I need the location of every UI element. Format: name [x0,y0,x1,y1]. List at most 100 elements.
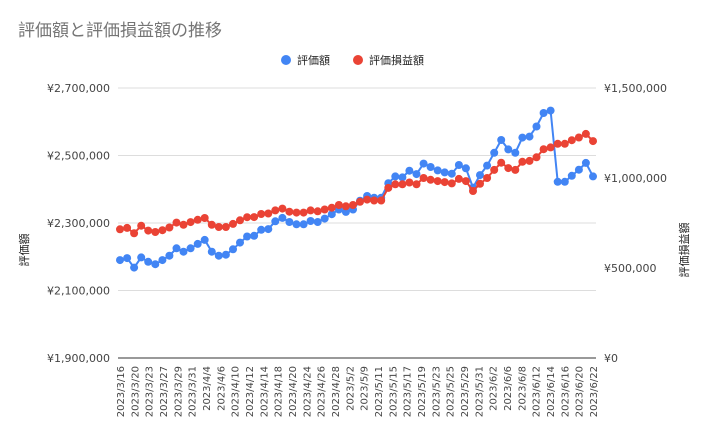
left-tick-label: ¥2,300,000 [47,217,110,230]
data-point [278,204,287,213]
data-point [461,164,470,173]
right-tick-label: ¥1,000,000 [604,172,667,185]
x-tick-label: 2023/6/20 [575,366,586,417]
x-tick-label: 2023/6/14 [546,366,557,417]
legend-label-評価額: 評価額 [297,53,330,67]
data-point [447,179,456,188]
data-point [483,161,492,170]
data-point [567,136,576,145]
data-point [490,165,499,174]
data-point [214,223,223,231]
data-point [426,175,435,184]
data-point [412,170,421,179]
data-point [236,216,244,225]
data-point [327,210,336,219]
data-point [384,183,393,192]
series-評価損益額 [116,129,597,238]
x-tick-label: 2023/5/23 [431,366,442,417]
data-point [250,213,259,222]
data-point [130,263,139,272]
x-tick-label: 2023/4/28 [331,366,342,417]
data-point [341,202,350,211]
data-point [158,226,167,235]
data-point [236,238,244,247]
data-point [137,221,146,230]
chart-title: 評価額と評価損益額の推移 [18,21,222,41]
data-point [440,178,449,187]
data-point [165,223,174,232]
data-point [243,232,252,241]
data-point [200,214,209,222]
legend-marker-評価損益額 [353,55,363,65]
data-point [207,220,216,229]
data-point [391,172,400,181]
data-point [179,247,188,256]
data-point [349,201,357,209]
x-tick-label: 2023/4/10 [231,366,242,417]
data-point [419,159,428,168]
data-point [405,166,414,175]
x-tick-label: 2023/5/31 [474,366,485,417]
data-point [116,256,124,265]
data-point [200,235,209,244]
data-point [553,139,562,148]
data-point [532,153,541,162]
data-point [356,197,364,206]
legend: 評価額 評価損益額 [281,53,424,67]
data-point [469,187,477,195]
data-point [320,214,329,223]
data-point [186,244,195,253]
data-point [144,257,153,266]
data-point [518,157,527,166]
data-point [292,220,301,229]
data-point [560,177,569,186]
left-tick-label: ¥2,500,000 [47,150,110,163]
x-axis-ticks: 2023/3/16 2023/3/20 2023/3/23 2023/3/27 2023… [116,366,600,417]
data-point [341,207,350,216]
left-axis-ticks: ¥1,900,000 ¥2,100,000 ¥2,300,000 ¥2,500,000… [47,82,110,365]
data-point [581,129,590,138]
data-point [116,225,124,234]
data-point [334,201,343,209]
data-point [207,247,216,256]
data-point [264,225,273,234]
x-tick-label: 2023/6/6 [503,366,514,411]
data-point [137,253,146,262]
data-point [179,220,188,229]
data-point [158,256,167,265]
data-point [518,133,527,142]
x-tick-label: 2023/4/14 [259,366,270,417]
x-tick-label: 2023/4/6 [216,366,227,411]
left-axis-title: 評価額 [17,234,31,267]
left-tick-label: ¥2,700,000 [47,82,110,95]
data-point [581,158,590,167]
data-point [285,218,294,226]
data-point [426,163,435,171]
series-評価額 [116,106,597,272]
data-point [130,229,139,238]
data-point [589,137,597,146]
x-tick-label: 2023/4/20 [288,366,299,417]
right-tick-label: ¥500,000 [604,262,657,275]
data-point [589,172,597,181]
data-point [370,196,379,205]
data-point [553,177,562,186]
x-tick-label: 2023/6/2 [489,366,500,411]
data-point [172,244,181,253]
x-tick-label: 2023/5/17 [403,366,414,417]
right-tick-label: ¥1,500,000 [604,82,667,95]
data-point [574,133,583,142]
data-point [193,215,202,224]
x-tick-label: 2023/4/26 [317,366,328,417]
x-tick-label: 2023/4/4 [202,366,213,411]
data-point [504,145,513,154]
data-point [377,196,386,205]
data-point [214,251,223,260]
x-tick-label: 2023/3/31 [188,366,199,417]
data-point [476,171,484,180]
legend-marker-評価額 [281,55,291,65]
data-point [313,218,322,226]
data-point [574,165,583,174]
